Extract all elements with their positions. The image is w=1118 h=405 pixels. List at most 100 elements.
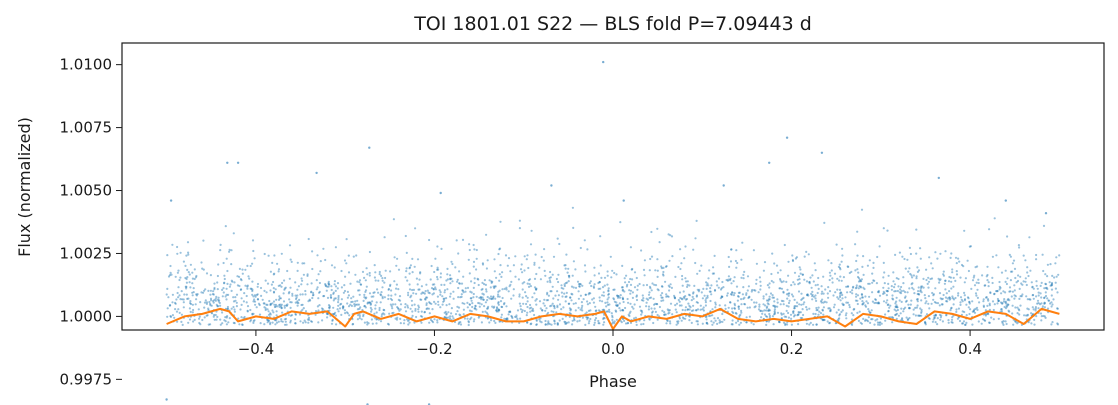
- scatter-point: [478, 302, 481, 305]
- scatter-point: [198, 315, 201, 318]
- scatter-point: [1035, 253, 1038, 257]
- scatter-point: [927, 286, 930, 289]
- scatter-point: [530, 306, 533, 309]
- scatter-point: [445, 313, 448, 316]
- scatter-point: [383, 296, 386, 299]
- scatter-point: [458, 313, 461, 316]
- scatter-point: [907, 303, 910, 306]
- scatter-point: [977, 278, 980, 281]
- scatter-point: [954, 256, 958, 259]
- scatter-point: [894, 305, 897, 308]
- scatter-point: [846, 301, 850, 304]
- scatter-point: [241, 323, 244, 326]
- scatter-point: [770, 279, 773, 283]
- plot-frame: [121, 42, 1105, 331]
- scatter-point: [185, 254, 188, 257]
- scatter-point: [503, 302, 506, 305]
- scatter-point: [721, 280, 724, 284]
- scatter-point: [1002, 290, 1005, 293]
- scatter-point: [445, 279, 448, 282]
- scatter-point: [256, 298, 260, 301]
- scatter-point: [624, 306, 627, 310]
- scatter-point: [902, 289, 905, 292]
- scatter-point: [459, 323, 463, 326]
- scatter-point: [1056, 307, 1059, 310]
- scatter-point: [443, 299, 446, 302]
- scatter-point: [370, 310, 373, 313]
- scatter-point: [886, 303, 889, 307]
- scatter-point: [981, 274, 984, 277]
- scatter-point: [510, 297, 513, 300]
- scatter-point: [816, 291, 819, 295]
- scatter-point: [928, 256, 931, 259]
- scatter-point: [841, 247, 844, 250]
- scatter-point: [299, 320, 302, 323]
- scatter-point: [611, 316, 614, 319]
- scatter-point: [235, 301, 238, 304]
- scatter-point: [185, 277, 188, 281]
- scatter-point: [748, 306, 752, 309]
- scatter-point: [207, 323, 210, 326]
- scatter-point: [984, 284, 987, 287]
- scatter-point: [927, 317, 931, 320]
- scatter-point: [203, 289, 206, 292]
- scatter-point: [779, 279, 782, 282]
- scatter-point: [611, 269, 614, 272]
- scatter-point: [663, 313, 666, 316]
- scatter-point: [766, 305, 769, 308]
- scatter-point: [568, 276, 571, 279]
- scatter-point: [454, 313, 458, 316]
- scatter-point: [912, 308, 915, 311]
- scatter-point: [640, 309, 643, 313]
- scatter-point: [845, 285, 848, 288]
- scatter-point: [436, 266, 439, 269]
- scatter-point: [971, 323, 974, 326]
- scatter-point: [296, 301, 299, 304]
- scatter-point: [283, 288, 286, 291]
- scatter-point: [257, 302, 261, 305]
- scatter-point: [660, 267, 664, 270]
- scatter-point: [738, 291, 741, 294]
- scatter-point: [221, 288, 224, 291]
- scatter-point: [494, 285, 497, 288]
- scatter-point: [745, 321, 748, 324]
- scatter-point: [269, 302, 272, 305]
- scatter-point: [171, 243, 174, 246]
- scatter-point: [712, 321, 715, 324]
- scatter-point: [505, 286, 508, 289]
- scatter-point: [823, 318, 826, 322]
- scatter-point: [1054, 281, 1057, 284]
- scatter-point: [904, 291, 907, 294]
- scatter-point: [798, 311, 801, 314]
- scatter-point: [740, 258, 743, 261]
- scatter-point: [336, 308, 339, 311]
- scatter-point: [598, 281, 601, 284]
- scatter-point: [809, 321, 812, 324]
- scatter-point: [656, 269, 659, 272]
- scatter-point: [847, 285, 850, 288]
- scatter-point: [207, 289, 210, 292]
- scatter-point: [272, 300, 276, 303]
- scatter-point: [748, 315, 752, 318]
- scatter-point: [667, 295, 670, 298]
- scatter-point: [759, 288, 762, 291]
- scatter-point: [649, 296, 653, 299]
- scatter-point: [451, 262, 454, 266]
- scatter-point: [621, 289, 624, 292]
- scatter-point: [705, 321, 708, 324]
- scatter-point: [251, 239, 255, 242]
- scatter-point: [286, 303, 289, 306]
- scatter-point: [239, 278, 242, 281]
- scatter-point: [1011, 270, 1014, 273]
- scatter-point: [896, 308, 900, 312]
- scatter-point: [472, 320, 475, 323]
- scatter-point: [1014, 295, 1017, 298]
- scatter-point: [281, 311, 284, 314]
- scatter-point: [357, 289, 360, 292]
- scatter-point: [669, 283, 672, 286]
- scatter-point: [331, 319, 334, 322]
- scatter-point: [736, 299, 740, 302]
- scatter-point: [186, 268, 189, 271]
- scatter-point: [906, 318, 909, 322]
- scatter-point: [934, 251, 937, 254]
